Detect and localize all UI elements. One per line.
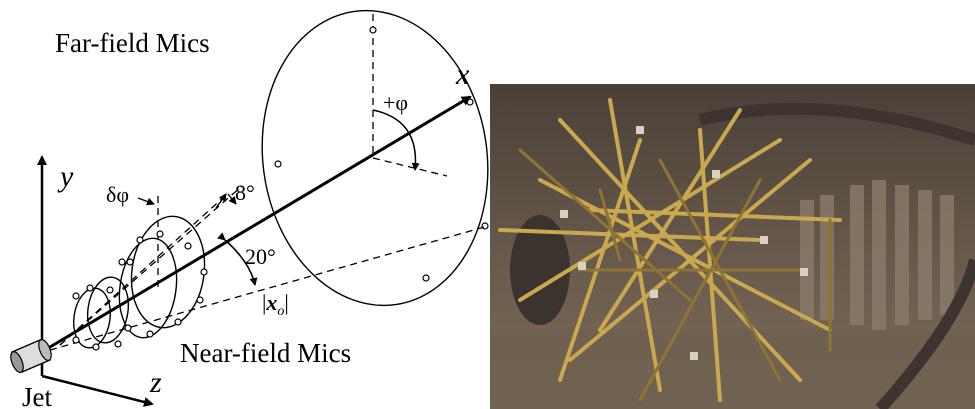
jet-nozzle	[8, 338, 54, 374]
polar-label: 20°	[245, 244, 276, 269]
z-label: z	[149, 366, 162, 399]
jet-label: Jet	[22, 382, 52, 409]
schematic: Far-field Mics Near-field Mics Jet x y z…	[8, 0, 506, 409]
mic	[275, 161, 281, 167]
delta-phi-label: δφ	[106, 182, 129, 207]
z-axis	[42, 376, 152, 404]
angle-line	[60, 196, 225, 345]
bar: |	[284, 290, 288, 315]
phi-arrow	[373, 110, 415, 170]
subscript: o	[277, 304, 284, 319]
distance-label: |xo|	[262, 290, 289, 319]
far-field-arc	[243, 0, 506, 320]
x-label: x	[455, 58, 470, 91]
spacing-label: 8°	[235, 180, 255, 205]
angle-line	[60, 186, 242, 345]
near-ring	[125, 212, 212, 333]
delta-arrow	[138, 198, 154, 204]
figure: Far-field Mics Near-field Mics Jet x y z…	[0, 0, 975, 409]
mic	[423, 275, 429, 281]
near-field-label: Near-field Mics	[180, 338, 351, 368]
far-field-label: Far-field Mics	[55, 28, 210, 58]
mic	[370, 27, 376, 33]
y-label: y	[57, 160, 74, 193]
vector: x	[265, 290, 277, 315]
x-axis	[45, 97, 470, 350]
phi-line	[373, 158, 447, 176]
phi-label: +φ	[383, 90, 408, 115]
photo	[490, 84, 975, 409]
